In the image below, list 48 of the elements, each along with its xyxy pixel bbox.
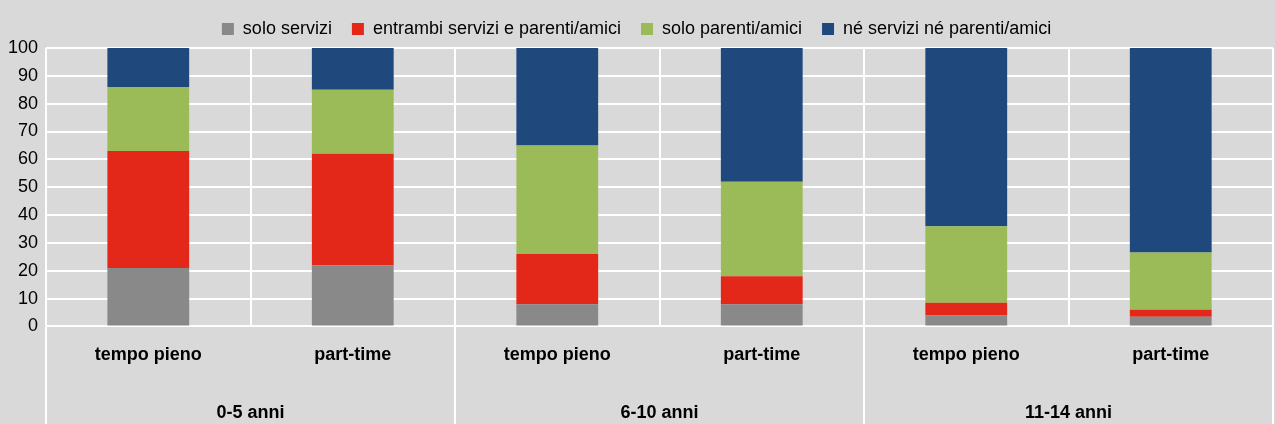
x-tick-label: tempo pieno [503, 344, 611, 365]
y-tick-label: 70 [18, 120, 39, 141]
y-tick-label: 60 [18, 148, 39, 169]
bar [516, 304, 599, 326]
bar [1129, 252, 1212, 310]
bar [925, 48, 1008, 227]
bar [516, 145, 599, 255]
y-tick-label: 30 [18, 231, 39, 252]
x-tick-label: tempo pieno [912, 344, 1020, 365]
legend-label: solo parenti/amici [661, 17, 803, 38]
bar [720, 276, 803, 305]
legend-label: né servizi né parenti/amici [843, 17, 1052, 38]
bar [107, 267, 190, 326]
bar [1129, 309, 1212, 317]
y-tick-label: 0 [28, 315, 39, 336]
x-tick-label: part-time [1132, 344, 1210, 365]
y-tick-label: 40 [18, 204, 39, 225]
y-tick-label: 50 [18, 176, 39, 197]
bar [925, 315, 1008, 326]
y-tick-label: 90 [18, 64, 39, 85]
legend-label: entrambi servizi e parenti/amici [372, 17, 621, 38]
bar [925, 302, 1008, 316]
x-tick-label: part-time [723, 344, 801, 365]
bar [311, 89, 394, 154]
y-tick-label: 80 [18, 92, 39, 113]
bar [311, 265, 394, 326]
bar [107, 48, 190, 87]
x-tick-label: part-time [314, 344, 392, 365]
bar [311, 153, 394, 266]
bar [925, 226, 1008, 303]
bar [516, 48, 599, 146]
bar [720, 181, 803, 277]
text: 0-5 anni [216, 401, 285, 422]
text: 11-14 anni [1024, 401, 1113, 422]
bar [720, 48, 803, 182]
bar [107, 86, 190, 152]
bar [1129, 48, 1212, 253]
y-tick-label: 100 [7, 36, 39, 57]
y-tick-label: 20 [18, 259, 39, 280]
y-tick-label: 10 [18, 287, 39, 308]
text: 6-10 anni [620, 401, 699, 422]
bar [1129, 316, 1212, 326]
bar [311, 48, 394, 90]
bar [516, 254, 599, 305]
x-tick-label: tempo pieno [94, 344, 202, 365]
bar [107, 151, 190, 268]
bar [720, 304, 803, 326]
legend-label: solo servizi [242, 17, 332, 38]
